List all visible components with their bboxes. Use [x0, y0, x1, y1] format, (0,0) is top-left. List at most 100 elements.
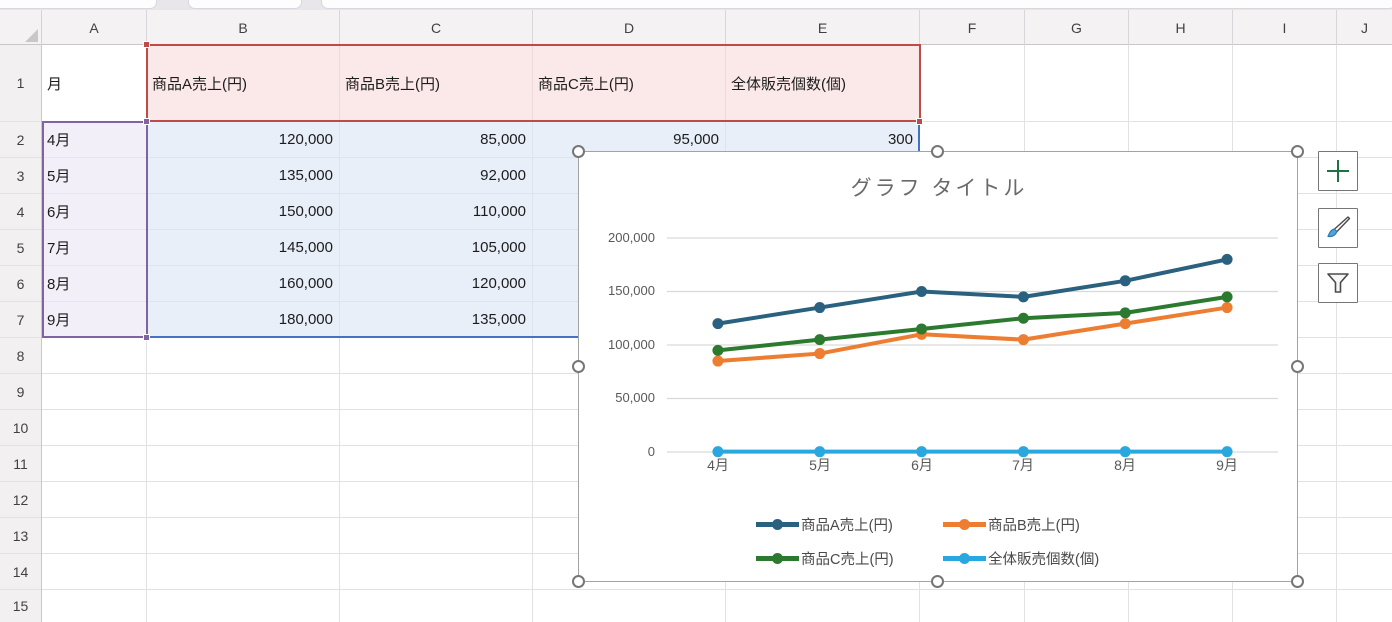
chart-elements-button[interactable]	[1318, 151, 1358, 191]
cell-a6[interactable]: 8月	[42, 266, 147, 302]
row-header-14[interactable]: 14	[0, 554, 41, 590]
x-axis-tick: 9月	[1216, 457, 1238, 473]
x-axis-tick: 6月	[911, 457, 933, 473]
row-header-11[interactable]: 11	[0, 446, 41, 482]
cell-b7[interactable]: 180,000	[147, 302, 340, 338]
paintbrush-icon	[1327, 216, 1351, 238]
browser-tab[interactable]	[0, 0, 157, 9]
legend-marker	[943, 552, 986, 564]
range-resize-handle[interactable]	[916, 118, 923, 125]
select-all-corner[interactable]	[0, 10, 42, 45]
legend-label: 商品C売上(円)	[801, 551, 894, 568]
column-header-b[interactable]: B	[147, 10, 340, 45]
row-header-8[interactable]: 8	[0, 338, 41, 374]
chart-title[interactable]: グラフ タイトル	[850, 177, 1028, 200]
x-axis-tick: 4月	[707, 457, 729, 473]
chart-resize-handle-s[interactable]	[931, 575, 944, 588]
row-header-7[interactable]: 7	[0, 302, 41, 338]
row-header-1[interactable]: 1	[0, 45, 41, 122]
row-header-4[interactable]: 4	[0, 194, 41, 230]
chart-resize-handle-n[interactable]	[931, 145, 944, 158]
column-header-f[interactable]: F	[920, 10, 1025, 45]
range-resize-handle[interactable]	[143, 41, 150, 48]
cell-b5[interactable]: 145,000	[147, 230, 340, 266]
x-axis-tick: 7月	[1012, 457, 1034, 473]
row-header-9[interactable]: 9	[0, 374, 41, 410]
row-header-bar: 1 2 3 4 5 6 7 8 9 10 11 12 13 14 15	[0, 45, 42, 622]
range-resize-handle[interactable]	[143, 118, 150, 125]
cell-c2[interactable]: 85,000	[340, 122, 533, 158]
column-header-bar: A B C D E F G H I J	[0, 10, 1392, 45]
x-axis-tick: 5月	[809, 457, 831, 473]
cell-c3[interactable]: 92,000	[340, 158, 533, 194]
legend-item-series-b[interactable]: 商品B売上(円)	[943, 513, 1080, 535]
legend-label: 商品A売上(円)	[801, 517, 893, 534]
chart-filters-button[interactable]	[1318, 263, 1358, 303]
cell-b3[interactable]: 135,000	[147, 158, 340, 194]
chart-resize-handle-e[interactable]	[1291, 360, 1304, 373]
cell-b2[interactable]: 120,000	[147, 122, 340, 158]
cell-a4[interactable]: 6月	[42, 194, 147, 230]
chart-resize-handle-se[interactable]	[1291, 575, 1304, 588]
grid-line	[1336, 45, 1337, 622]
cell-a2[interactable]: 4月	[42, 122, 147, 158]
cell-b1[interactable]: 商品A売上(円)	[147, 45, 340, 122]
y-axis-tick: 200,000	[608, 230, 655, 245]
series-range-border-red	[146, 44, 921, 122]
cell-c1[interactable]: 商品B売上(円)	[340, 45, 533, 122]
row-header-10[interactable]: 10	[0, 410, 41, 446]
row-header-6[interactable]: 6	[0, 266, 41, 302]
cell-b6[interactable]: 160,000	[147, 266, 340, 302]
column-header-h[interactable]: H	[1129, 10, 1233, 45]
top-tab-strip	[0, 0, 1392, 10]
chart-resize-handle-w[interactable]	[572, 360, 585, 373]
cell-a5[interactable]: 7月	[42, 230, 147, 266]
cell-a3[interactable]: 5月	[42, 158, 147, 194]
cell-e1[interactable]: 全体販売個数(個)	[726, 45, 920, 122]
chart-resize-handle-nw[interactable]	[572, 145, 585, 158]
cell-c5[interactable]: 105,000	[340, 230, 533, 266]
chart-styles-button[interactable]	[1318, 208, 1358, 248]
column-header-g[interactable]: G	[1025, 10, 1129, 45]
y-axis-tick: 100,000	[608, 337, 655, 352]
column-header-d[interactable]: D	[533, 10, 726, 45]
column-header-a[interactable]: A	[42, 10, 147, 45]
cell-c6[interactable]: 120,000	[340, 266, 533, 302]
cell-c7[interactable]: 135,000	[340, 302, 533, 338]
cell-a7[interactable]: 9月	[42, 302, 147, 338]
line-chart-plot-area	[667, 237, 1278, 458]
y-axis-tick: 0	[647, 444, 655, 459]
row-header-13[interactable]: 13	[0, 518, 41, 554]
range-resize-handle[interactable]	[143, 334, 150, 341]
row-header-12[interactable]: 12	[0, 482, 41, 518]
chart-object[interactable]: グラフ タイトル 0 50,000 100,000 150,000 200,00…	[578, 151, 1298, 582]
column-header-i[interactable]: I	[1233, 10, 1337, 45]
legend-label: 全体販売個数(個)	[988, 551, 1100, 568]
row-header-5[interactable]: 5	[0, 230, 41, 266]
cell-a1[interactable]: 月	[42, 45, 147, 122]
column-header-j[interactable]: J	[1361, 19, 1368, 36]
x-axis-tick: 8月	[1114, 457, 1136, 473]
legend-marker	[756, 518, 799, 530]
column-header-c[interactable]: C	[340, 10, 533, 45]
row-header-3[interactable]: 3	[0, 158, 41, 194]
funnel-icon	[1327, 273, 1349, 293]
browser-tab[interactable]	[188, 0, 302, 9]
browser-tab[interactable]	[321, 0, 1392, 9]
legend-item-series-c[interactable]: 商品C売上(円)	[756, 547, 894, 569]
chart-resize-handle-ne[interactable]	[1291, 145, 1304, 158]
grid-line	[42, 589, 1392, 590]
row-header-2[interactable]: 2	[0, 122, 41, 158]
data-range-border-blue	[147, 336, 920, 338]
cell-c4[interactable]: 110,000	[340, 194, 533, 230]
legend-item-series-a[interactable]: 商品A売上(円)	[756, 513, 893, 535]
cell-b4[interactable]: 150,000	[147, 194, 340, 230]
row-header-15[interactable]: 15	[12, 598, 29, 614]
y-axis-tick: 50,000	[615, 390, 655, 405]
cell-d1[interactable]: 商品C売上(円)	[533, 45, 726, 122]
column-header-e[interactable]: E	[726, 10, 920, 45]
category-range-border-purple	[42, 121, 148, 338]
legend-item-series-d[interactable]: 全体販売個数(個)	[943, 547, 1099, 569]
chart-resize-handle-sw[interactable]	[572, 575, 585, 588]
legend-marker	[756, 552, 799, 564]
